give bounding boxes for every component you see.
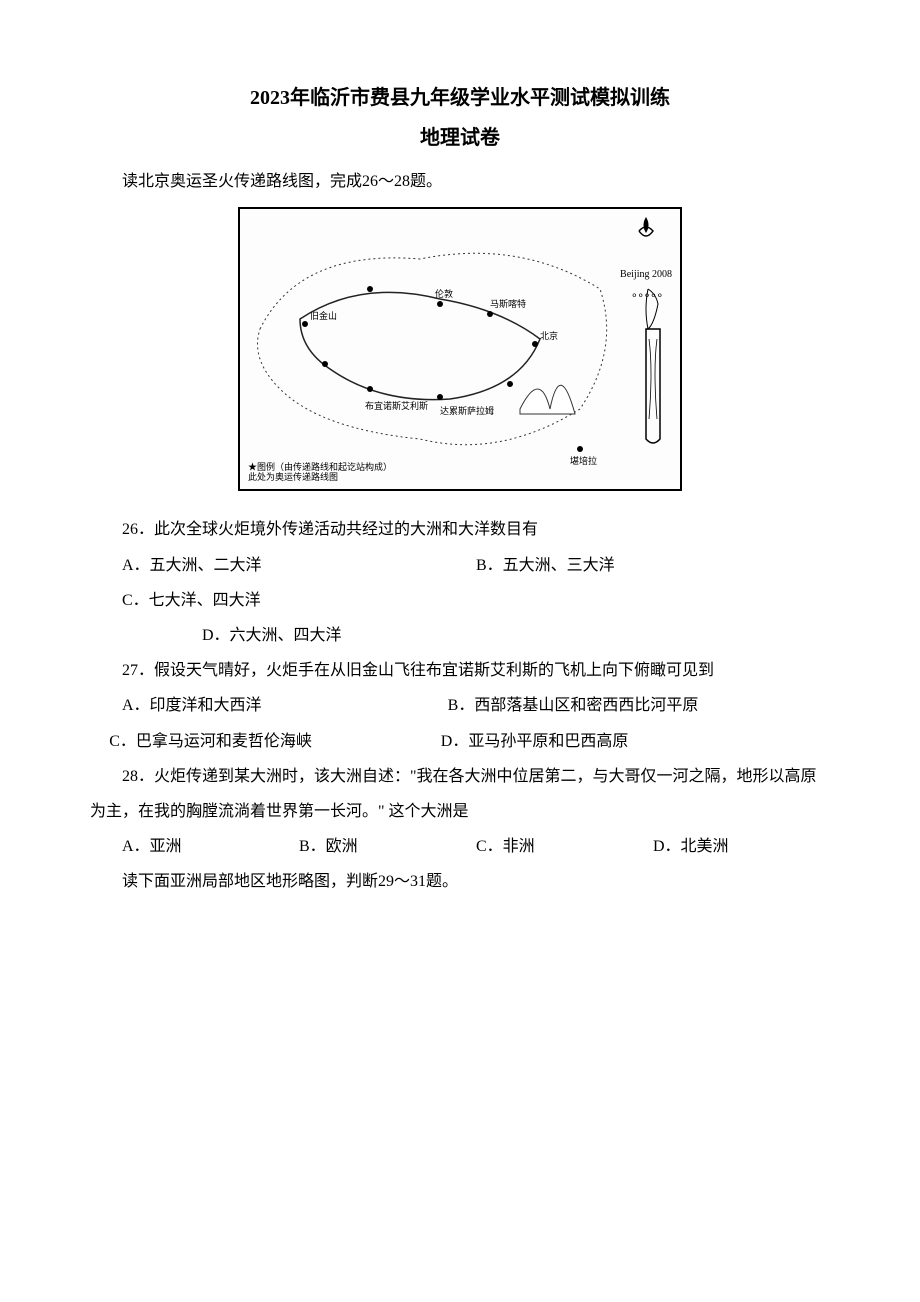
intro-text-1: 读北京奥运圣火传递路线图，完成26～28题。: [90, 164, 830, 199]
q26-opt-b: B．五大洲、三大洋: [476, 548, 830, 583]
exam-title: 2023年临沂市费县九年级学业水平测试模拟训练: [90, 80, 830, 116]
q27-opt-d: D．亚马孙平原和巴西高原: [441, 724, 830, 759]
q28-options: A．亚洲 B．欧洲 C．非洲 D．北美洲: [90, 829, 830, 864]
world-map-svg: 旧金山 伦敦 北京 布宜诺斯艾利斯 马斯喀特 达累斯萨拉姆 堪培拉: [240, 209, 680, 489]
q27-opt-b: B．西部落基山区和密西西比河平原: [448, 688, 830, 723]
q26-opt-c: C．七大洋、四大洋: [122, 583, 476, 618]
torch-route-map: 旧金山 伦敦 北京 布宜诺斯艾利斯 马斯喀特 达累斯萨拉姆 堪培拉 Beijin…: [238, 207, 682, 491]
intro-text-2: 读下面亚洲局部地区地形略图，判断29～31题。: [90, 864, 830, 899]
svg-text:堪培拉: 堪培拉: [570, 455, 597, 466]
q28-opt-b: B．欧洲: [299, 829, 476, 864]
svg-text:旧金山: 旧金山: [310, 310, 337, 321]
q26-options-row2: C．七大洋、四大洋 D．六大洲、四大洋: [90, 583, 830, 653]
q28-opt-a: A．亚洲: [122, 829, 299, 864]
q26-opt-d: D．六大洲、四大洋: [122, 618, 556, 653]
svg-text:伦敦: 伦敦: [435, 288, 453, 299]
torch-icon: [634, 279, 672, 459]
q27-opt-a: A．印度洋和大西洋: [122, 688, 448, 723]
q26-options-row1: A．五大洲、二大洋 B．五大洲、三大洋: [90, 548, 830, 583]
q28-stem: 28．火炬传递到某大洲时，该大洲自述："我在各大洲中位居第二，与大哥仅一河之隔，…: [90, 759, 830, 829]
q27-opt-c: C．巴拿马运河和麦哲伦海峡: [90, 724, 441, 759]
q27-options-row2: C．巴拿马运河和麦哲伦海峡 D．亚马孙平原和巴西高原: [90, 724, 830, 759]
svg-text:马斯喀特: 马斯喀特: [490, 298, 526, 309]
map-figure: 旧金山 伦敦 北京 布宜诺斯艾利斯 马斯喀特 达累斯萨拉姆 堪培拉 Beijin…: [90, 207, 830, 504]
q26-stem: 26．此次全球火炬境外传递活动共经过的大洲和大洋数目有: [90, 512, 830, 547]
q27-options-row1: A．印度洋和大西洋 B．西部落基山区和密西西比河平原: [90, 688, 830, 723]
svg-text:北京: 北京: [540, 330, 558, 341]
svg-text:布宜诺斯艾利斯: 布宜诺斯艾利斯: [365, 400, 428, 411]
q28-opt-c: C．非洲: [476, 829, 653, 864]
q26-opt-a: A．五大洲、二大洋: [122, 548, 476, 583]
q28-opt-d: D．北美洲: [653, 829, 830, 864]
exam-subtitle: 地理试卷: [90, 116, 830, 160]
q27-stem: 27．假设天气晴好，火炬手在从旧金山飞往布宜诺斯艾利斯的飞机上向下俯瞰可见到: [90, 653, 830, 688]
svg-text:达累斯萨拉姆: 达累斯萨拉姆: [440, 405, 494, 416]
map-footnote: ★图例（由传递路线和起讫站构成） 此处为奥运传递路线图: [248, 462, 392, 484]
